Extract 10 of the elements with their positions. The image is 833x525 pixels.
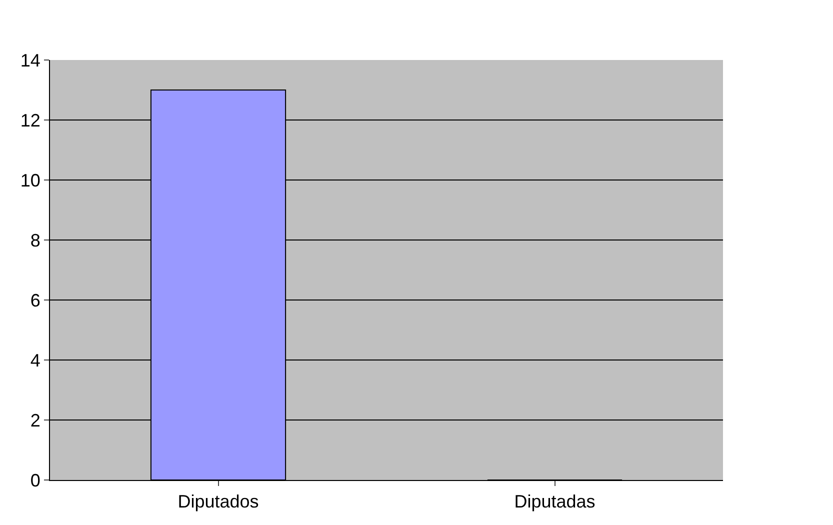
y-tick-label: 0 (30, 470, 40, 490)
y-tick-label: 14 (20, 50, 40, 70)
x-tick-label: Diputadas (514, 492, 596, 512)
y-tick-label: 8 (30, 230, 40, 250)
y-tick-label: 12 (20, 110, 40, 130)
y-tick-label: 10 (20, 170, 40, 190)
x-tick-label: Diputados (178, 492, 259, 512)
y-tick-label: 6 (30, 290, 40, 310)
y-tick-label: 2 (30, 410, 40, 430)
y-tick-label: 4 (30, 350, 40, 370)
